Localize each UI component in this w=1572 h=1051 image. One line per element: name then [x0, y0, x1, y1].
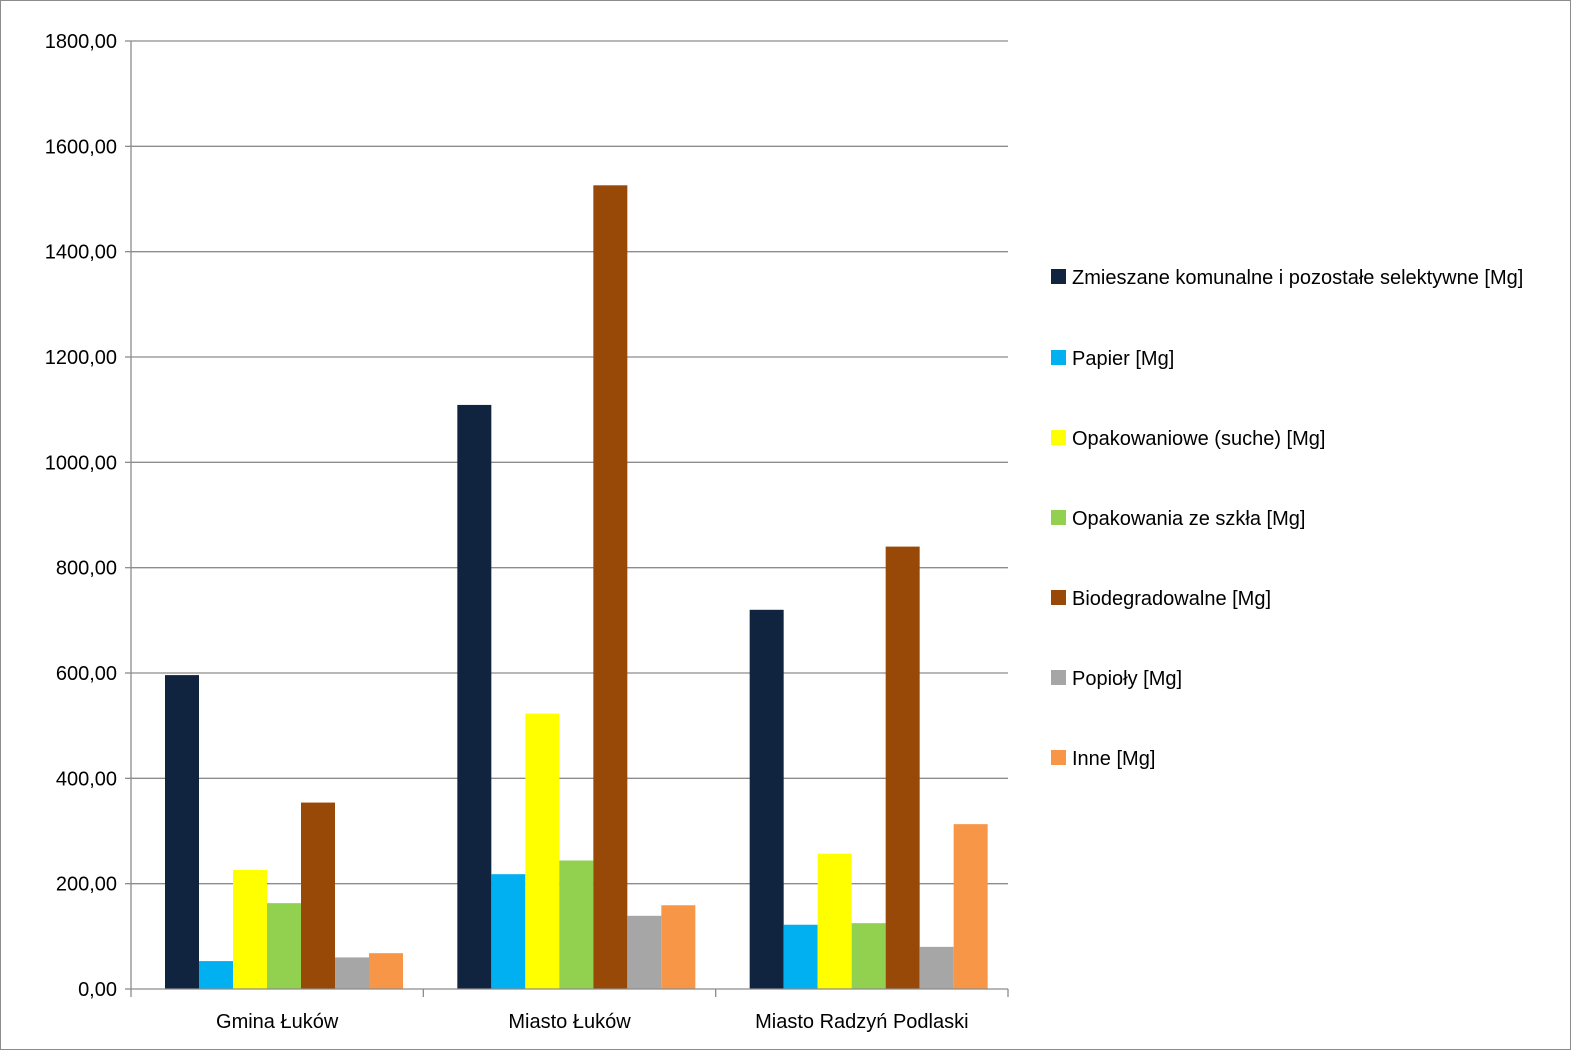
bar — [457, 404, 492, 990]
y-axis-tick-labels: 0,00 200,00 400,00 600,00 800,00 1000,00 1200,… — [45, 31, 117, 1001]
y-tick-label: 0,00 — [78, 979, 117, 1001]
x-category-label: Miasto Łuków — [508, 1011, 631, 1033]
legend: Zmieszane komunalne i pozostałe selektyw… — [1051, 267, 1523, 770]
legend-label: Popioły [Mg] — [1072, 668, 1182, 690]
bar — [165, 675, 199, 989]
y-tick-label: 1200,00 — [45, 347, 117, 369]
legend-swatch — [1051, 590, 1066, 605]
y-tick-label: 200,00 — [56, 874, 117, 896]
legend-swatch — [1051, 670, 1066, 685]
bar — [301, 802, 335, 989]
y-tick-label: 1400,00 — [45, 242, 117, 264]
bar — [661, 905, 696, 989]
bar — [851, 923, 886, 989]
y-tick-label: 400,00 — [56, 768, 117, 790]
legend-label: Inne [Mg] — [1072, 748, 1155, 770]
bar — [525, 713, 560, 989]
y-tick-label: 1000,00 — [45, 452, 117, 474]
bar — [749, 609, 784, 989]
legend-swatch — [1051, 350, 1066, 365]
bar — [491, 874, 526, 989]
x-category-label: Miasto Radzyń Podlaski — [755, 1011, 968, 1033]
gridlines — [131, 40, 1008, 885]
y-tick-label: 1600,00 — [45, 136, 117, 158]
y-tick-label: 1800,00 — [45, 31, 117, 53]
bar — [233, 869, 267, 989]
bar — [335, 957, 369, 989]
legend-swatch — [1051, 430, 1066, 445]
x-axis-category-labels: Gmina Łuków Miasto Łuków Miasto Radzyń Pod… — [216, 1011, 969, 1033]
y-tick-label: 600,00 — [56, 663, 117, 685]
x-category-label: Gmina Łuków — [216, 1011, 339, 1033]
bar — [885, 546, 920, 989]
axes — [125, 40, 1009, 997]
bars — [165, 185, 988, 990]
legend-label: Opakowaniowe (suche) [Mg] — [1072, 428, 1325, 450]
y-tick-label: 800,00 — [56, 558, 117, 580]
legend-swatch — [1051, 750, 1066, 765]
legend-label: Zmieszane komunalne i pozostałe selektyw… — [1072, 267, 1523, 289]
bar — [817, 853, 852, 989]
bar — [919, 946, 954, 989]
legend-label: Papier [Mg] — [1072, 348, 1174, 370]
bar — [593, 185, 628, 990]
bar — [783, 924, 818, 989]
bar — [559, 860, 594, 989]
bar — [369, 953, 403, 989]
legend-swatch — [1051, 510, 1066, 525]
bar — [267, 903, 301, 989]
legend-label: Opakowania ze szkła [Mg] — [1072, 508, 1305, 530]
bar — [627, 915, 662, 989]
bar — [953, 824, 988, 989]
bar — [199, 961, 233, 989]
legend-swatch — [1051, 269, 1066, 284]
legend-label: Biodegradowalne [Mg] — [1072, 588, 1271, 610]
